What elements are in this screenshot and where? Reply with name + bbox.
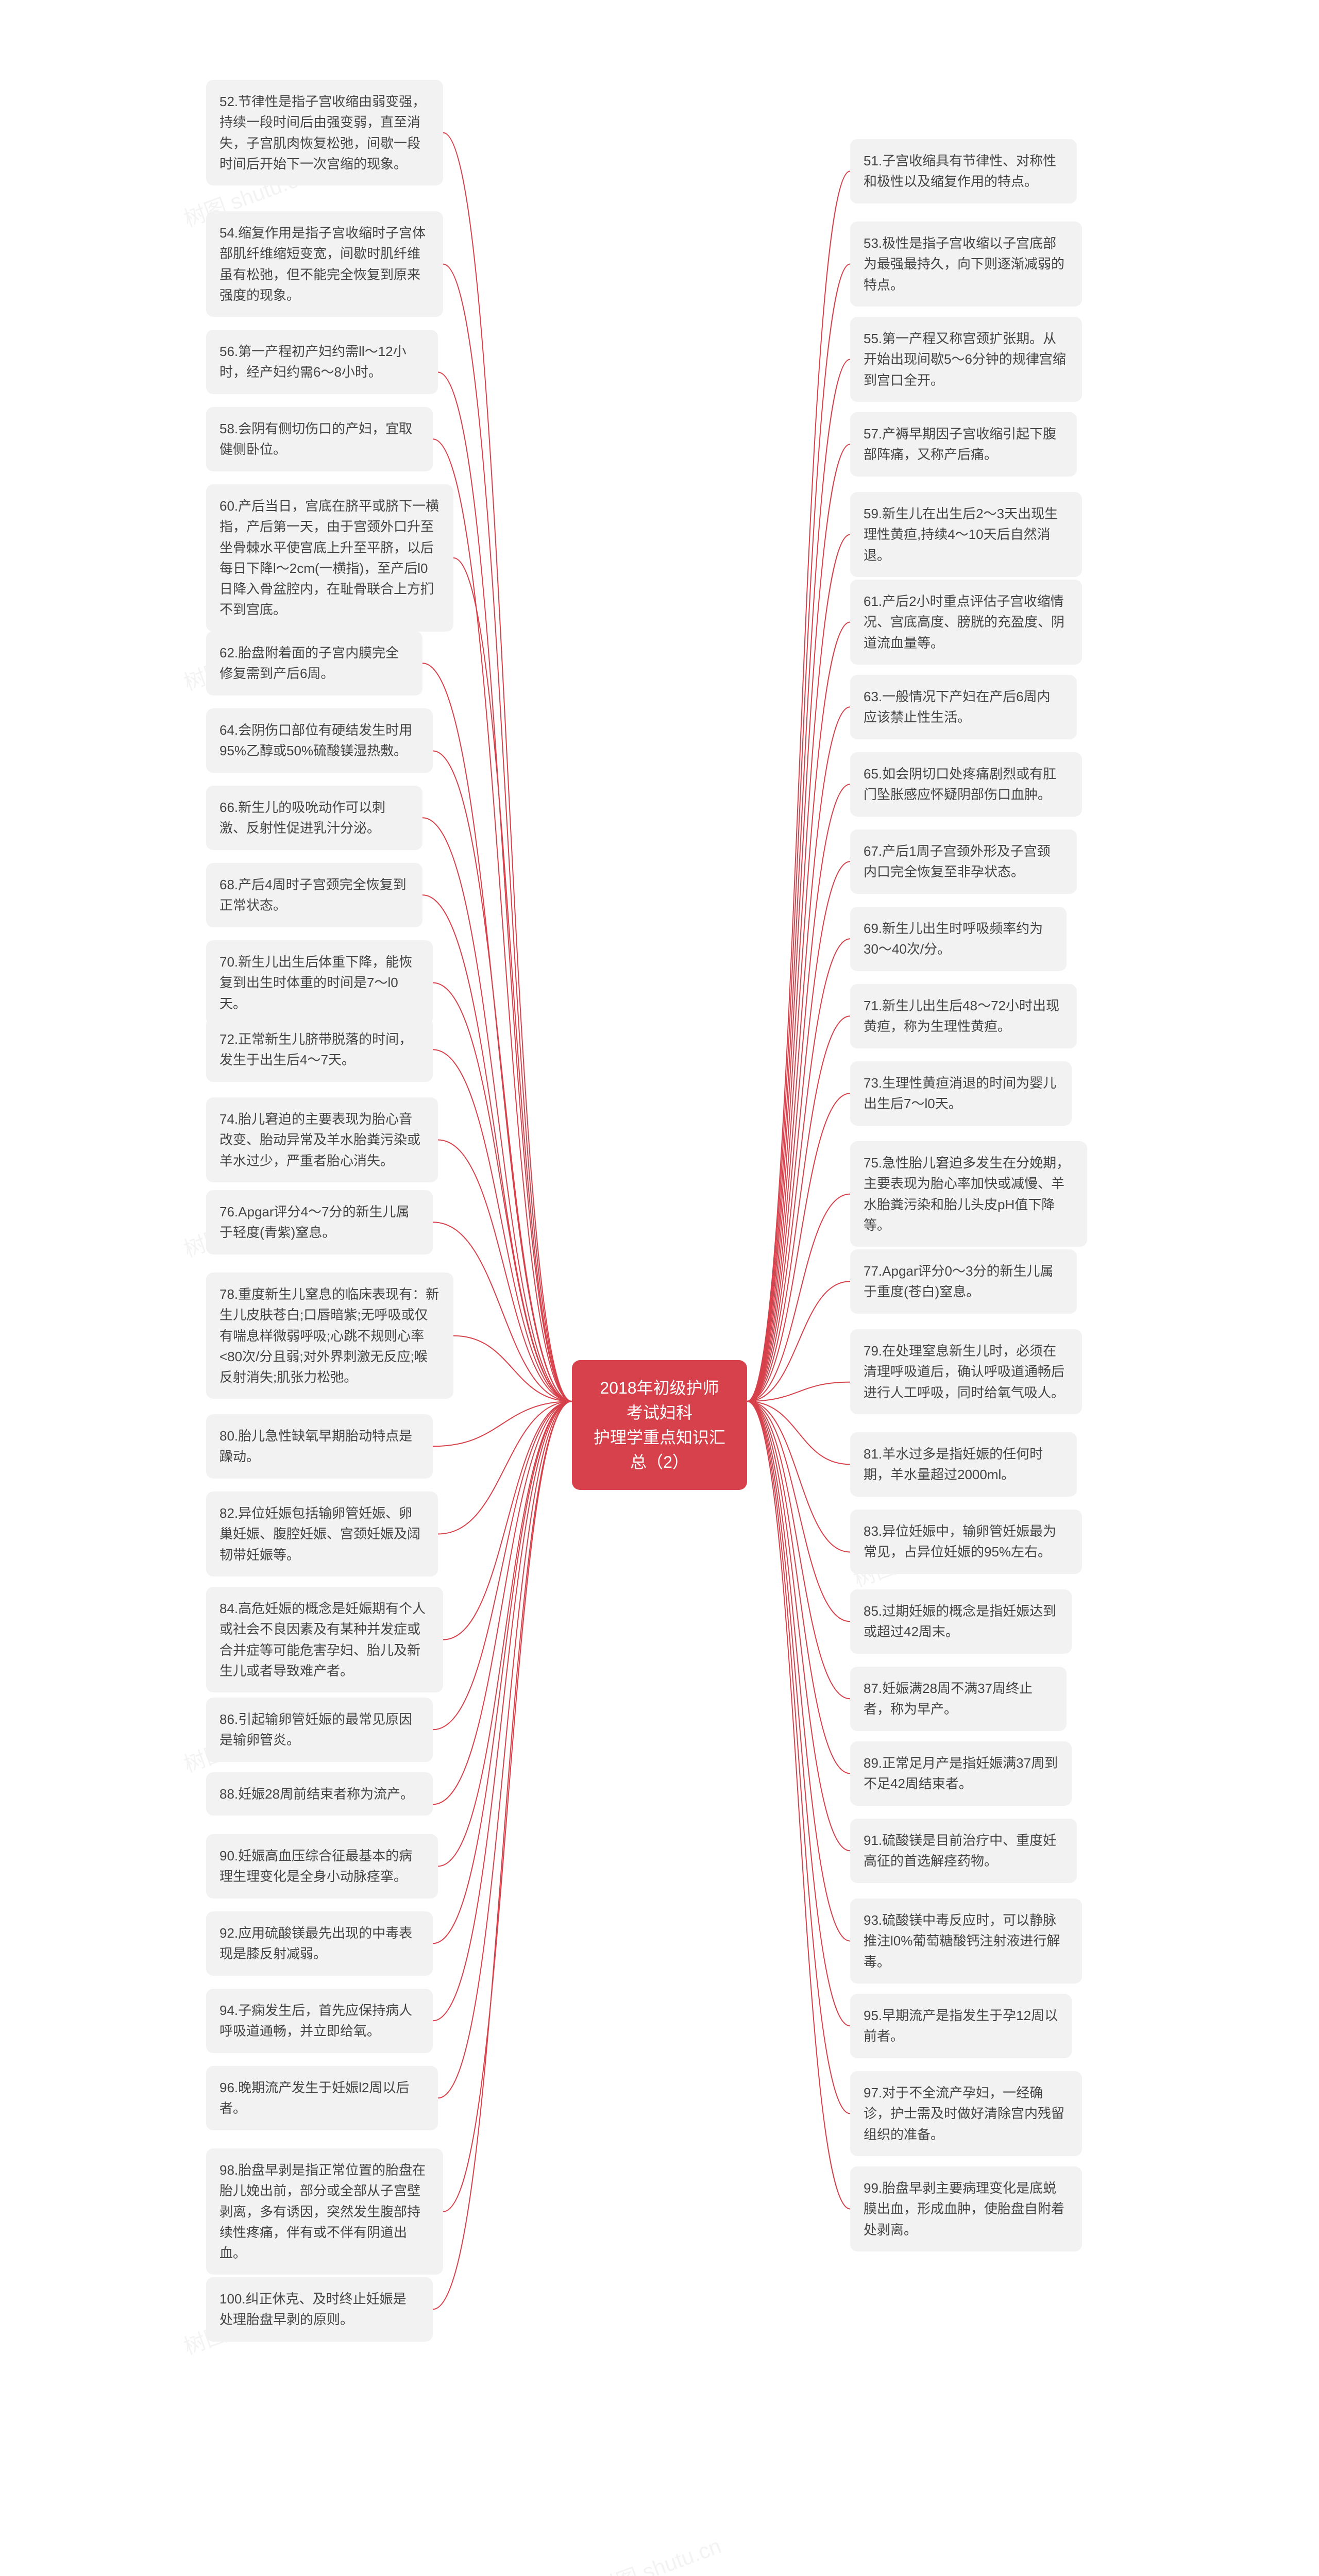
mindmap-leaf: 55.第一产程又称宫颈扩张期。从开始出现间歇5～6分钟的规律宫缩到宫口全开。: [850, 317, 1082, 402]
mindmap-leaf: 73.生理性黄疸消退的时间为婴儿出生后7～l0天。: [850, 1061, 1072, 1126]
mindmap-leaf: 69.新生儿出生时呼吸频率约为30～40次/分。: [850, 907, 1067, 971]
mindmap-leaf: 56.第一产程初产妇约需ll～12小时，经产妇约需6～8小时。: [206, 330, 438, 394]
mindmap-leaf: 74.胎儿窘迫的主要表现为胎心音改变、胎动异常及羊水胎粪污染或羊水过少，严重者胎…: [206, 1097, 438, 1182]
mindmap-leaf: 92.应用硫酸镁最先出现的中毒表现是膝反射减弱。: [206, 1911, 433, 1976]
mindmap-leaf: 67.产后1周子宫颈外形及子宫颈内口完全恢复至非孕状态。: [850, 829, 1077, 894]
mindmap-leaf: 75.急性胎儿窘迫多发生在分娩期，主要表现为胎心率加快或减慢、羊水胎粪污染和胎儿…: [850, 1141, 1087, 1247]
mindmap-leaf: 89.正常足月产是指妊娠满37周到不足42周结束者。: [850, 1741, 1072, 1806]
center-node: 2018年初级护师考试妇科护理学重点知识汇总（2）: [572, 1360, 747, 1490]
mindmap-leaf: 79.在处理窒息新生儿时，必须在清理呼吸道后，确认呼吸道通畅后进行人工呼吸，同时…: [850, 1329, 1082, 1414]
mindmap-leaf: 95.早期流产是指发生于孕12周以前者。: [850, 1994, 1072, 2058]
mindmap-leaf: 52.节律性是指子宫收缩由弱变强，持续一段时间后由强变弱，直至消失，子宫肌肉恢复…: [206, 80, 443, 185]
mindmap-leaf: 93.硫酸镁中毒反应时，可以静脉推注l0%葡萄糖酸钙注射液进行解毒。: [850, 1899, 1082, 1984]
mindmap-leaf: 66.新生儿的吸吮动作可以刺激、反射性促进乳汁分泌。: [206, 786, 422, 850]
mindmap-leaf: 53.极性是指子宫收缩以子宫底部为最强最持久，向下则逐渐减弱的特点。: [850, 222, 1082, 307]
mindmap-leaf: 60.产后当日，宫底在脐平或脐下一横指，产后第一天，由于宫颈外口升至坐骨棘水平使…: [206, 484, 453, 632]
mindmap-leaf: 90.妊娠高血压综合征最基本的病理生理变化是全身小动脉痉挛。: [206, 1834, 438, 1899]
mindmap-leaf: 78.重度新生儿窒息的临床表现有：新生儿皮肤苍白;口唇暗紫;无呼吸或仅有喘息样微…: [206, 1273, 453, 1399]
connector-layer: [0, 0, 1319, 2576]
mindmap-leaf: 58.会阴有侧切伤口的产妇，宜取健侧卧位。: [206, 407, 433, 471]
mindmap-leaf: 97.对于不全流产孕妇，一经确诊，护士需及时做好清除宫内残留组织的准备。: [850, 2071, 1082, 2156]
mindmap-leaf: 68.产后4周时子宫颈完全恢复到正常状态。: [206, 863, 422, 927]
mindmap-leaf: 72.正常新生儿脐带脱落的时间，发生于出生后4～7天。: [206, 1018, 433, 1082]
mindmap-leaf: 80.胎儿急性缺氧早期胎动特点是躁动。: [206, 1414, 433, 1479]
mindmap-leaf: 51.子宫收缩具有节律性、对称性和极性以及缩复作用的特点。: [850, 139, 1077, 204]
mindmap-leaf: 99.胎盘早剥主要病理变化是底蜕膜出血，形成血肿，使胎盘自附着处剥离。: [850, 2166, 1082, 2251]
mindmap-leaf: 100.纠正休克、及时终止妊娠是处理胎盘早剥的原则。: [206, 2277, 433, 2342]
mindmap-leaf: 83.异位妊娠中，输卵管妊娠最为常见，占异位妊娠的95%左右。: [850, 1510, 1082, 1574]
mindmap-leaf: 96.晚期流产发生于妊娠l2周以后者。: [206, 2066, 438, 2130]
mindmap-leaf: 82.异位妊娠包括输卵管妊娠、卵巢妊娠、腹腔妊娠、宫颈妊娠及阔韧带妊娠等。: [206, 1492, 438, 1577]
mindmap-leaf: 54.缩复作用是指子宫收缩时子宫体部肌纤维缩短变宽，间歇时肌纤维虽有松弛，但不能…: [206, 211, 443, 317]
mindmap-leaf: 65.如会阴切口处疼痛剧烈或有肛门坠胀感应怀疑阴部伤口血肿。: [850, 752, 1082, 817]
mindmap-leaf: 64.会阴伤口部位有硬结发生时用95%乙醇或50%硫酸镁湿热敷。: [206, 708, 433, 773]
watermark: 树图 shutu.cn: [591, 2529, 725, 2576]
mindmap-leaf: 77.Apgar评分0～3分的新生儿属于重度(苍白)窒息。: [850, 1249, 1077, 1314]
mindmap-leaf: 62.胎盘附着面的子宫内膜完全修复需到产后6周。: [206, 631, 422, 696]
mindmap-leaf: 63.一般情况下产妇在产后6周内应该禁止性生活。: [850, 675, 1077, 739]
mindmap-leaf: 86.引起输卵管妊娠的最常见原因是输卵管炎。: [206, 1698, 433, 1762]
mindmap-leaf: 94.子痫发生后，首先应保持病人呼吸道通畅，并立即给氧。: [206, 1989, 433, 2053]
mindmap-leaf: 84.高危妊娠的概念是妊娠期有个人或社会不良因素及有某种并发症或合并症等可能危害…: [206, 1587, 443, 1692]
mindmap-leaf: 71.新生儿出生后48～72小时出现黄疸，称为生理性黄疸。: [850, 984, 1077, 1048]
mindmap-leaf: 59.新生儿在出生后2～3天出现生理性黄疸,持续4～10天后自然消退。: [850, 492, 1082, 577]
mindmap-leaf: 57.产褥早期因子宫收缩引起下腹部阵痛，又称产后痛。: [850, 412, 1077, 477]
mindmap-leaf: 87.妊娠满28周不满37周终止者，称为早产。: [850, 1667, 1067, 1731]
mindmap-leaf: 70.新生儿出生后体重下降，能恢复到出生时体重的时间是7～l0天。: [206, 940, 433, 1025]
mindmap-leaf: 76.Apgar评分4～7分的新生儿属于轻度(青紫)窒息。: [206, 1190, 433, 1255]
mindmap-leaf: 88.妊娠28周前结束者称为流产。: [206, 1772, 433, 1816]
mindmap-leaf: 98.胎盘早剥是指正常位置的胎盘在胎儿娩出前，部分或全部从子宫壁剥离，多有诱因，…: [206, 2148, 443, 2275]
mindmap-leaf: 85.过期妊娠的概念是指妊娠达到或超过42周末。: [850, 1589, 1072, 1654]
mindmap-leaf: 61.产后2小时重点评估子宫收缩情况、宫底高度、膀胱的充盈度、阴道流血量等。: [850, 580, 1082, 665]
mindmap-leaf: 81.羊水过多是指妊娠的任何时期，羊水量超过2000ml。: [850, 1432, 1077, 1497]
mindmap-leaf: 91.硫酸镁是目前治疗中、重度妊高征的首选解痉药物。: [850, 1819, 1077, 1883]
